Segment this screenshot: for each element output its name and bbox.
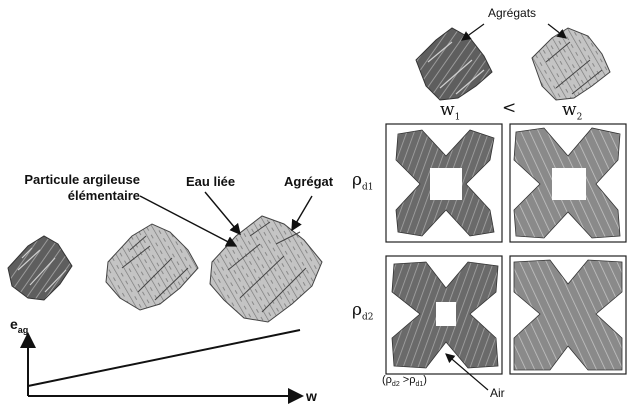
w-compare-sign: <: [502, 98, 517, 118]
w1-label: w1: [440, 100, 460, 122]
particle-label-line2: élémentaire: [67, 188, 140, 203]
rho-d1-symbol: ρ: [352, 170, 362, 190]
relation-sub2: d1: [415, 381, 424, 389]
aggregate-cluster: [209, 215, 323, 323]
water-pointer-arrow: [204, 191, 241, 236]
particle-label-line1: Particule argileuse: [24, 172, 140, 187]
aggregate-dark-top: [415, 27, 493, 101]
relation-open: (ρ: [382, 374, 392, 386]
w1-subscript: 1: [454, 112, 461, 123]
rho-d2-label: ρd2: [352, 300, 374, 322]
rho-d2-subscript: d2: [362, 312, 374, 323]
agregats-arrow-right: [547, 23, 567, 39]
w2-subscript: 2: [576, 112, 583, 123]
rho-d2-symbol: ρ: [352, 300, 362, 320]
density-relation: (ρd2 >ρd1): [382, 374, 427, 388]
w1-symbol: w: [440, 100, 455, 120]
relation-close: ): [423, 374, 427, 386]
air-label: Air: [490, 386, 505, 400]
rho-d1-label: ρd1: [352, 170, 374, 192]
aggregate-label: Agrégat: [284, 174, 334, 189]
y-axis-symbol: e: [10, 316, 18, 332]
aggregates-top-label: Agrégats: [488, 6, 537, 20]
x-structure-w2-rho2: [513, 259, 623, 371]
aggregate-pointer-arrow: [291, 195, 313, 232]
x-axis-label: w: [306, 388, 317, 404]
elementary-particle-cluster: [7, 235, 73, 301]
w2-symbol: w: [562, 100, 577, 120]
y-axis-subscript: ag: [17, 324, 29, 335]
relation-mid: >ρ: [399, 374, 416, 386]
agregats-arrow-left: [461, 23, 485, 41]
x-structure-w1-rho2: [391, 261, 499, 369]
x-structure-w1-rho1: [395, 129, 495, 237]
y-axis-label: eag: [10, 316, 28, 335]
relation-sub1: d2: [391, 381, 400, 389]
particle-label: Particule argileuse élémentaire: [16, 172, 140, 204]
particle-with-bound-water: [105, 223, 199, 311]
aggregate-light-top: [531, 27, 611, 101]
x-structure-w2-rho1: [513, 127, 621, 239]
particle-pointer-arrow: [139, 195, 238, 247]
bound-water-label: Eau liée: [186, 174, 236, 189]
w2-label: w2: [562, 100, 582, 122]
trend-line: [27, 329, 301, 387]
rho-d1-subscript: d1: [362, 182, 374, 193]
air-pointer-arrow: [445, 353, 489, 391]
